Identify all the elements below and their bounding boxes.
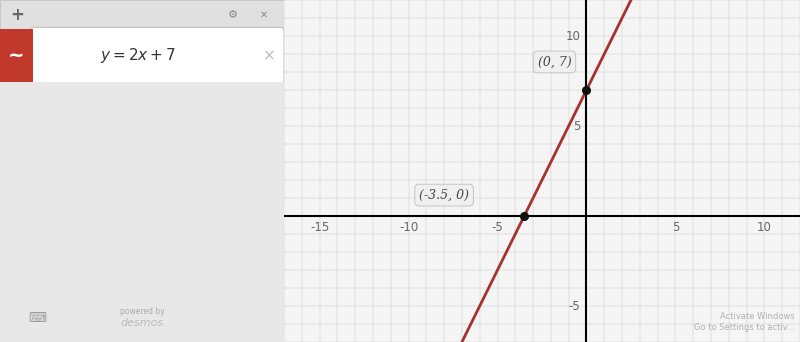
Text: (-3.5, 0): (-3.5, 0) <box>419 188 469 201</box>
FancyBboxPatch shape <box>0 0 284 29</box>
Text: ×: × <box>262 48 275 63</box>
Text: ✕: ✕ <box>260 10 268 19</box>
Text: Activate Windows
Go to Settings to activ...: Activate Windows Go to Settings to activ… <box>694 312 795 332</box>
FancyBboxPatch shape <box>30 27 284 84</box>
Text: -5: -5 <box>569 300 581 313</box>
Text: 10: 10 <box>757 221 772 234</box>
Text: -10: -10 <box>399 221 418 234</box>
Text: 10: 10 <box>566 29 581 42</box>
Text: +: + <box>10 5 24 24</box>
Text: -5: -5 <box>492 221 503 234</box>
FancyBboxPatch shape <box>0 29 33 82</box>
Text: 5: 5 <box>672 221 679 234</box>
Text: 5: 5 <box>573 119 581 132</box>
Text: desmos: desmos <box>121 318 163 328</box>
Text: -15: -15 <box>310 221 330 234</box>
Text: ⌨: ⌨ <box>28 312 46 325</box>
FancyBboxPatch shape <box>0 82 284 342</box>
Text: ~: ~ <box>8 46 25 65</box>
Text: $y = 2x + 7$: $y = 2x + 7$ <box>100 46 176 65</box>
Text: (0, 7): (0, 7) <box>538 55 571 68</box>
Text: ⚙: ⚙ <box>228 10 238 19</box>
Text: powered by: powered by <box>120 307 164 316</box>
